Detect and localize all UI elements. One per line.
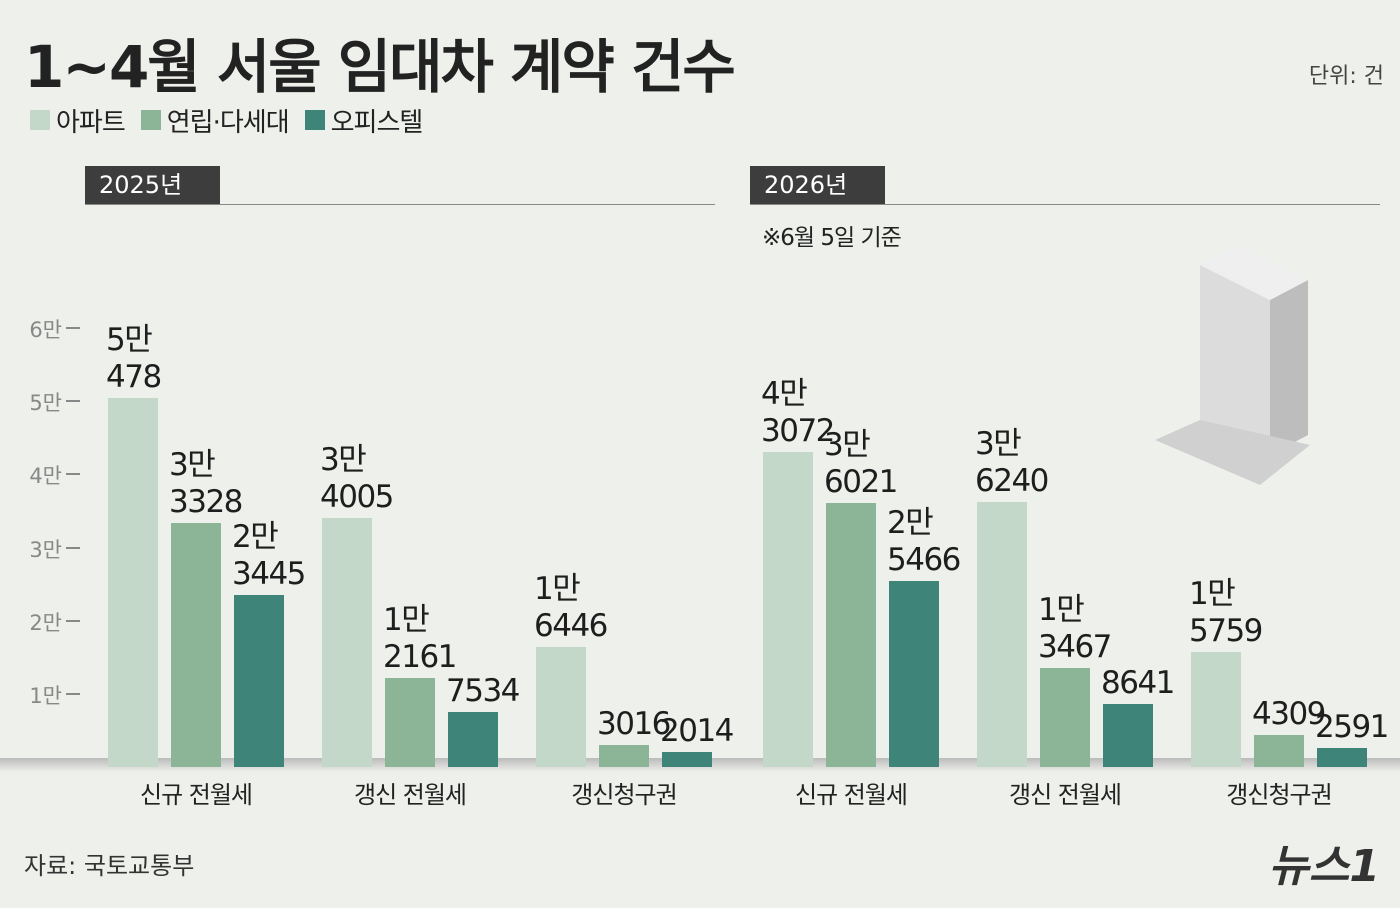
value-label: 2만 5466 [887, 504, 961, 578]
legend-swatch [30, 110, 50, 130]
y-tick-label: 2만 [29, 610, 62, 635]
bar [1103, 703, 1153, 767]
value-label: 3만 3328 [169, 447, 243, 521]
value-label: 2591 [1315, 709, 1389, 746]
value-label: 1만 3467 [1038, 592, 1112, 666]
x-tick-label: 갱신 전월세 [1008, 781, 1122, 809]
value-label: 4만 3072 [761, 375, 835, 449]
y-tick [66, 327, 80, 329]
bar [599, 744, 649, 767]
legend-swatch [140, 110, 161, 130]
bar [322, 518, 372, 767]
value-label: 3만 6240 [975, 425, 1049, 499]
value-label: 1만 5759 [1189, 575, 1263, 649]
value-label: 1만 6446 [534, 570, 608, 644]
y-tick-label: 4만 [29, 464, 62, 489]
y-tick [66, 473, 80, 476]
value-label: 8641 [1101, 664, 1175, 701]
x-tick-label: 신규 전월세 [794, 781, 908, 809]
y-tick [66, 692, 80, 695]
bar [385, 678, 435, 767]
x-tick-label: 갱신 전월세 [353, 781, 467, 809]
panel-note: ※6월 5일 기준 [762, 225, 902, 251]
value-label: 4309 [1252, 696, 1326, 733]
bar [171, 523, 221, 767]
y-tick-label: 5만 [29, 391, 62, 416]
y-tick [66, 619, 80, 622]
value-label: 7534 [446, 672, 520, 709]
bar [977, 501, 1027, 767]
building-icon [1155, 245, 1310, 485]
panel-title: 2025년 [85, 166, 220, 204]
y-tick [66, 546, 80, 549]
bar [1040, 668, 1090, 767]
source: 자료: 국토교통부 [24, 852, 195, 880]
value-label: 2014 [660, 713, 734, 750]
y-tick-label: 3만 [29, 537, 62, 562]
panel-rule [750, 204, 1380, 205]
legend-label: 오피스텔 [330, 108, 424, 138]
brand-logo: 뉴스1 [1268, 841, 1380, 892]
value-label: 1만 2161 [383, 602, 457, 676]
legend-label: 연립·다세대 [166, 108, 290, 138]
bar [234, 595, 284, 767]
value-label: 2만 3445 [232, 519, 306, 593]
bar [763, 451, 813, 767]
bar [1191, 651, 1241, 767]
panel-rule [85, 204, 715, 205]
x-tick-label: 신규 전월세 [139, 781, 253, 809]
value-label: 3016 [597, 705, 671, 742]
bar [662, 752, 712, 767]
value-label: 3만 4005 [320, 442, 394, 516]
bar [536, 646, 586, 767]
y-tick-label: 1만 [29, 683, 62, 708]
value-label: 3만 6021 [824, 427, 898, 501]
bar [1317, 748, 1367, 767]
title: 1~4월 서울 임대차 계약 건수 [24, 33, 736, 101]
x-tick-label: 갱신청구권 [1226, 781, 1332, 809]
panel-title: 2026년 [750, 166, 885, 204]
value-label: 5만 478 [106, 321, 162, 395]
bar [448, 711, 498, 767]
bar [1254, 735, 1304, 767]
x-tick-label: 갱신청구권 [571, 781, 677, 809]
unit: 단위: 건 [1308, 64, 1384, 89]
legend-swatch [304, 110, 325, 130]
y-tick [66, 400, 80, 403]
bar [108, 397, 158, 767]
bar [826, 503, 876, 767]
legend-label: 아파트 [56, 108, 126, 138]
bar [889, 580, 939, 767]
y-tick-label: 6만 [29, 318, 62, 342]
